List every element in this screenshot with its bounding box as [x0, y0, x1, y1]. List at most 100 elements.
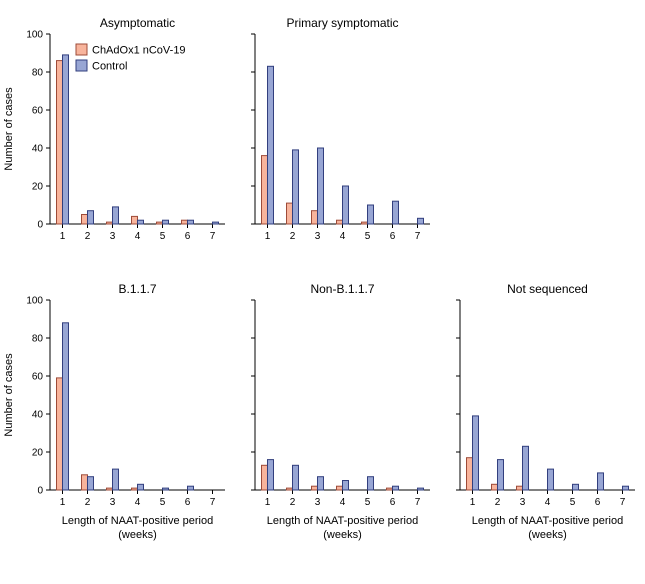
bar-control-week-2 [497, 459, 504, 491]
bar-control-week-2 [292, 464, 299, 491]
x-axis-title-line2: (weeks) [323, 529, 362, 541]
panel-title: Not sequenced [507, 282, 588, 296]
bar-chadox1-ncov-19-week-1 [261, 155, 268, 225]
bar-control-week-7 [622, 485, 629, 491]
bar-control-week-6 [187, 485, 194, 491]
bar-control-week-4 [137, 483, 144, 491]
x-tick-label: 2 [85, 497, 91, 508]
x-tick-label: 1 [470, 497, 476, 508]
bar-chadox1-ncov-19-week-3 [311, 485, 318, 491]
y-tick-label: 80 [32, 334, 44, 345]
x-tick-label: 5 [365, 497, 371, 508]
bar-control-week-5 [367, 204, 374, 225]
panel-non-b-1-1-7: Non-B.1.1.7 1 2 3 4 5 6 7 Length of NAAT-positiv… [247, 280, 436, 544]
bar-chadox1-ncov-19-week-3 [106, 221, 113, 225]
x-tick-label: 5 [160, 231, 166, 242]
x-tick-label: 7 [415, 231, 421, 242]
legend-swatch-control [75, 59, 88, 72]
bar-control-week-7 [417, 487, 424, 491]
legend-label: ChAdOx1 nCoV-19 [92, 45, 186, 57]
x-tick-label: 4 [340, 497, 346, 508]
non-b-1-1-7-chart: Non-B.1.1.7 1 2 3 4 5 6 7 Length of NAAT-positiv… [251, 282, 430, 541]
x-tick-label: 6 [390, 497, 396, 508]
bar-chadox1-ncov-19-week-1 [466, 457, 473, 491]
y-tick-label: 40 [32, 144, 44, 155]
x-tick-label: 2 [495, 497, 501, 508]
panel-b-1-1-7: B.1.1.7 0 20 40 60 80 100 Number of cases 1 2 3 4 5 6… [0, 280, 231, 544]
x-tick-label: 4 [340, 231, 346, 242]
y-tick-label: 100 [26, 30, 43, 41]
x-tick-label: 2 [290, 497, 296, 508]
y-tick-label: 100 [26, 296, 43, 307]
primary-symptomatic-chart: Primary symptomatic 1 2 3 4 5 6 7 [251, 16, 430, 242]
x-axis-title-line1: Length of NAAT-positive period [267, 515, 418, 527]
bar-control-week-1 [267, 459, 274, 491]
x-tick-label: 3 [110, 231, 116, 242]
bar-control-week-4 [137, 219, 144, 225]
panel-title: Primary symptomatic [286, 16, 398, 30]
x-tick-label: 3 [315, 231, 321, 242]
bar-chadox1-ncov-19-week-2 [81, 214, 88, 225]
bar-chadox1-ncov-19-week-4 [131, 215, 138, 225]
bar-control-week-7 [417, 217, 424, 225]
x-tick-label: 1 [60, 231, 66, 242]
bar-control-week-2 [87, 210, 94, 225]
bar-control-week-5 [367, 476, 374, 491]
bar-control-week-3 [112, 206, 119, 225]
x-tick-label: 5 [570, 497, 576, 508]
bar-control-week-1 [62, 54, 69, 225]
bar-chadox1-ncov-19-week-4 [336, 485, 343, 491]
y-tick-label: 80 [32, 68, 44, 79]
bar-control-week-3 [112, 468, 119, 491]
x-tick-label: 1 [60, 497, 66, 508]
chart-row-bottom: B.1.1.7 0 20 40 60 80 100 Number of cases 1 2 3 4 5 6… [0, 280, 645, 544]
bar-control-week-3 [317, 476, 324, 491]
x-tick-label: 4 [135, 231, 141, 242]
x-tick-label: 6 [185, 231, 191, 242]
x-tick-label: 5 [160, 497, 166, 508]
panel-title: Asymptomatic [100, 16, 175, 30]
y-axis-title: Number of cases [3, 87, 15, 171]
bar-control-week-3 [522, 445, 529, 491]
bar-chadox1-ncov-19-week-5 [156, 221, 163, 225]
not-sequenced-chart: Not sequenced 1 2 3 4 5 6 7 Length of NAAT-posit… [456, 282, 635, 541]
x-axis-title-line1: Length of NAAT-positive period [472, 515, 623, 527]
bar-control-week-6 [392, 485, 399, 491]
x-tick-label: 4 [545, 497, 551, 508]
chart-row-top: Asymptomatic 0 20 40 60 80 100 Number of cases 1… [0, 14, 645, 246]
bar-control-week-4 [342, 480, 349, 491]
panel-asymptomatic: Asymptomatic 0 20 40 60 80 100 Number of cases 1… [0, 14, 231, 246]
x-axis-title-line2: (weeks) [528, 529, 567, 541]
bar-chadox1-ncov-19-week-1 [56, 377, 63, 491]
bar-chadox1-ncov-19-week-6 [386, 487, 393, 491]
bar-control-week-1 [267, 65, 274, 225]
panel-not-sequenced: Not sequenced 1 2 3 4 5 6 7 Length of NAAT-posit… [452, 280, 641, 544]
x-tick-label: 7 [415, 497, 421, 508]
bar-control-week-5 [162, 219, 169, 225]
y-tick-label: 0 [37, 220, 43, 231]
x-tick-label: 3 [110, 497, 116, 508]
x-tick-label: 4 [135, 497, 141, 508]
bar-chadox1-ncov-19-week-2 [286, 487, 293, 491]
x-tick-label: 5 [365, 231, 371, 242]
x-tick-label: 3 [520, 497, 526, 508]
bar-control-week-2 [292, 149, 299, 225]
legend-label: Control [92, 61, 127, 73]
bar-chadox1-ncov-19-week-1 [261, 464, 268, 491]
bar-control-week-3 [317, 147, 324, 225]
bar-control-week-4 [342, 185, 349, 225]
x-tick-label: 2 [290, 231, 296, 242]
y-axis-title: Number of cases [3, 353, 15, 437]
y-tick-label: 20 [32, 182, 44, 193]
b-1-1-7-chart: B.1.1.7 0 20 40 60 80 100 Number of cases 1 2 3 4 5 6… [3, 282, 225, 541]
panel-title: Non-B.1.1.7 [310, 282, 374, 296]
x-tick-label: 2 [85, 231, 91, 242]
bar-chadox1-ncov-19-week-3 [311, 210, 318, 225]
y-tick-label: 60 [32, 106, 44, 117]
bar-chadox1-ncov-19-week-1 [56, 60, 63, 225]
x-tick-label: 7 [210, 497, 216, 508]
bar-chadox1-ncov-19-week-4 [336, 219, 343, 225]
y-tick-label: 0 [37, 486, 43, 497]
bar-chadox1-ncov-19-week-2 [491, 483, 498, 491]
